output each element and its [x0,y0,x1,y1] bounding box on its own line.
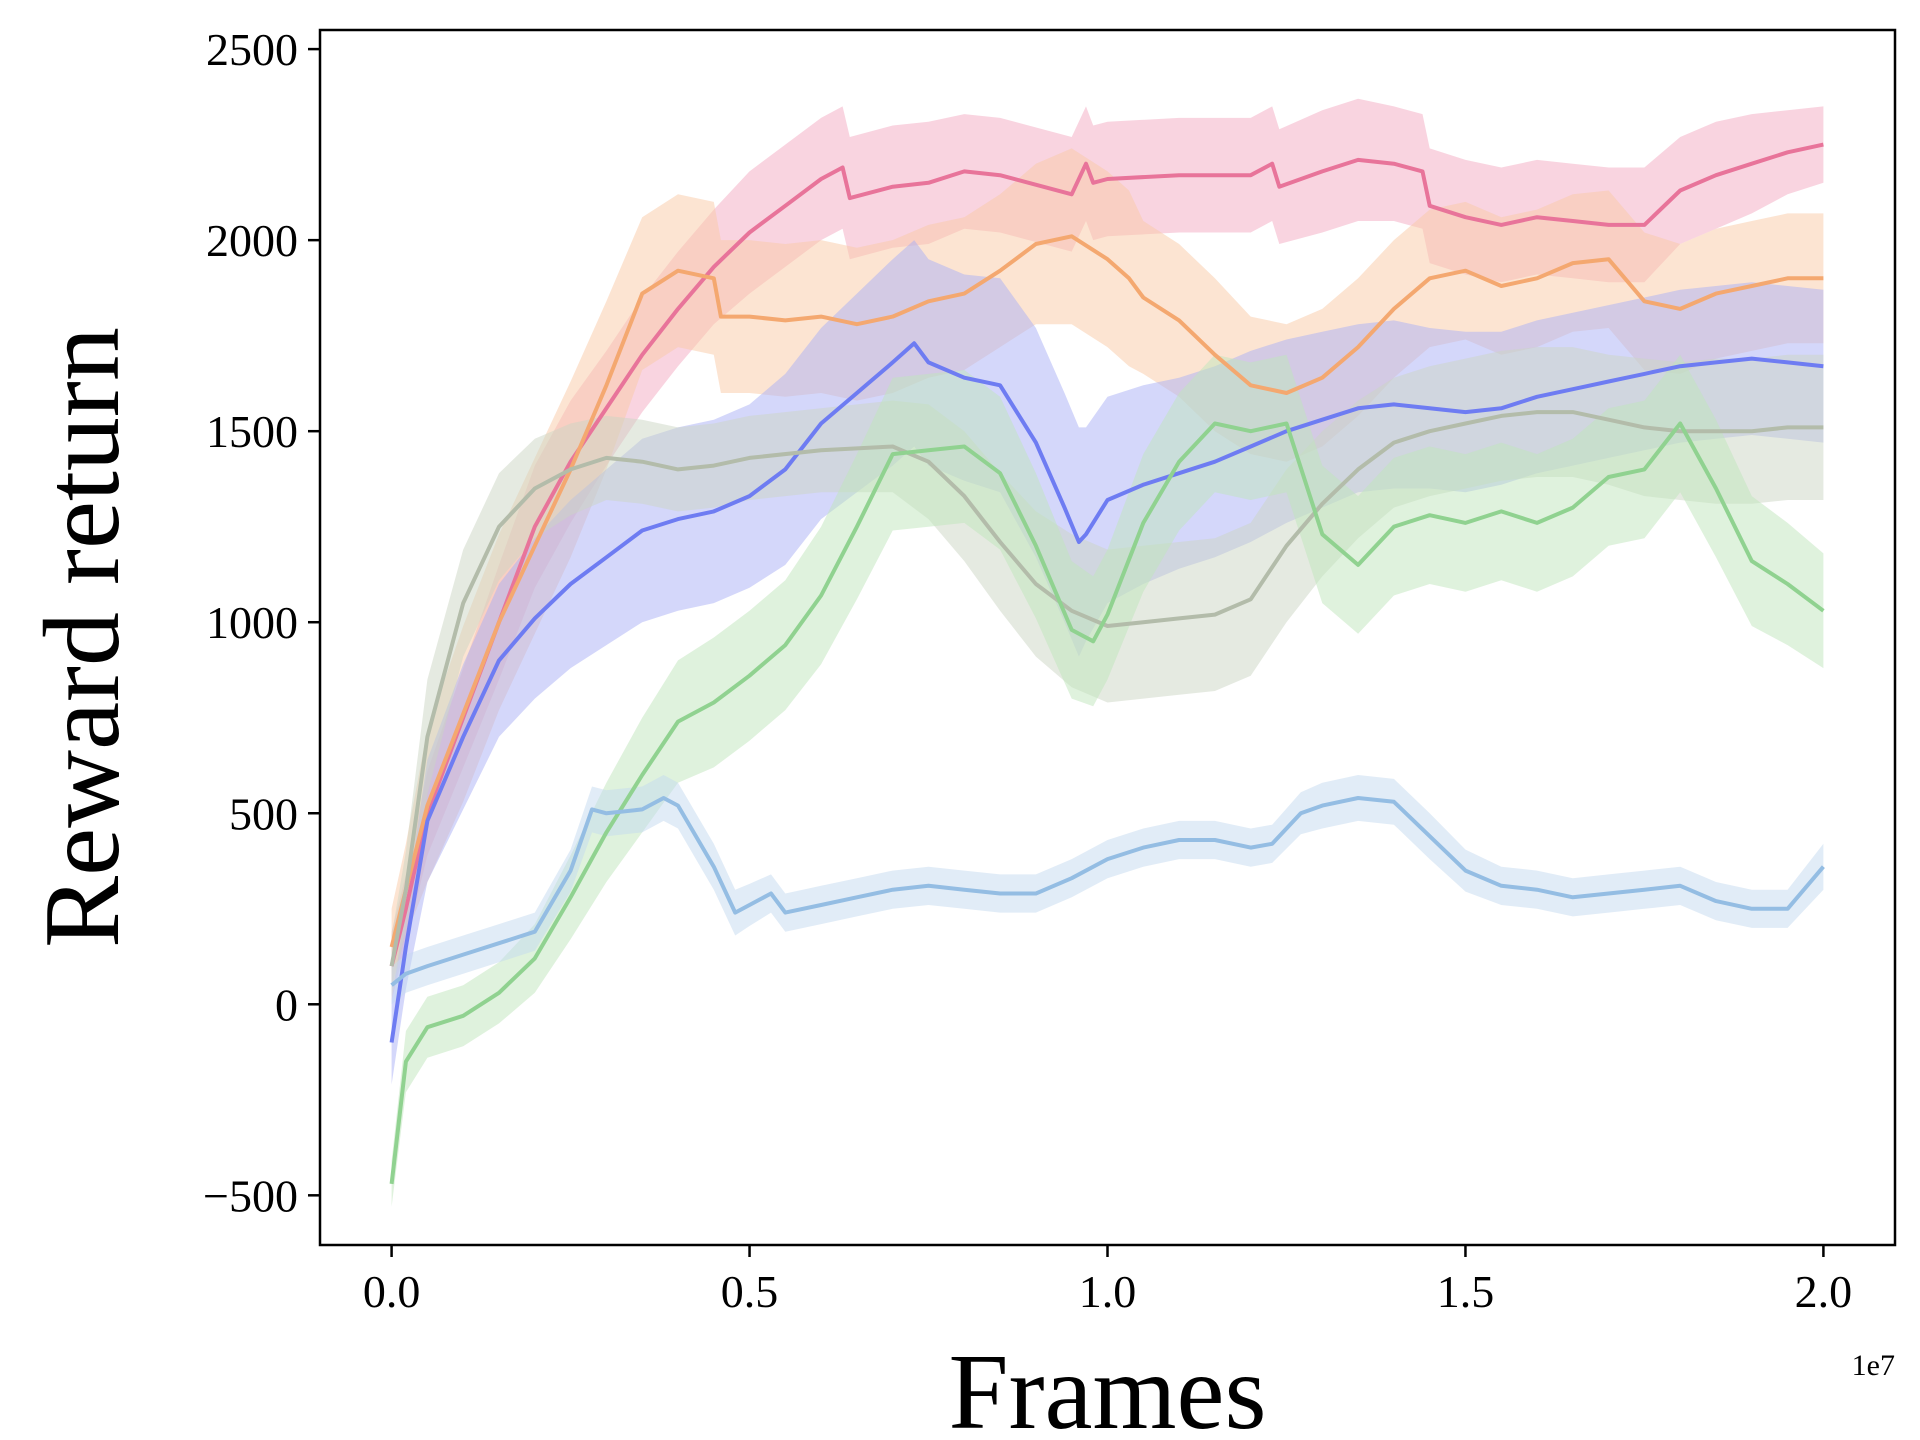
y-tick-label: 2000 [206,215,298,266]
x-axis-ticks: 0.0 0.5 1.0 1.5 2.0 [363,1245,1852,1317]
line-light-blue [390,796,1825,987]
y-axis-label: Reward return [23,327,142,948]
x-tick-label: 1.0 [1079,1266,1137,1317]
x-axis-label: Frames [949,1333,1267,1440]
y-tick-label: −500 [203,1170,298,1221]
x-tick-label: 0.5 [721,1266,779,1317]
x-tick-label: 1.5 [1437,1266,1495,1317]
series-lines [389,142,1825,1185]
y-axis-ticks: −500 0 500 1000 1500 2000 2500 [203,24,320,1221]
line-blue [389,341,1824,1043]
y-tick-label: 2500 [206,24,298,75]
y-tick-label: 1500 [206,406,298,457]
y-tick-label: 0 [275,979,298,1030]
band-green [391,354,1824,1207]
line-green [389,421,1825,1185]
line-pink [389,142,1824,967]
x-axis-offset-label: 1e7 [1852,1349,1895,1382]
line-orange [389,234,1824,948]
y-tick-label: 1000 [206,597,298,648]
y-tick-label: 500 [229,788,298,839]
x-tick-label: 0.0 [363,1266,421,1317]
band-orange [391,148,1824,986]
confidence-bands [391,98,1824,1207]
line-gray [389,410,1824,967]
band-light-blue [391,775,1824,1005]
x-tick-label: 2.0 [1795,1266,1853,1317]
